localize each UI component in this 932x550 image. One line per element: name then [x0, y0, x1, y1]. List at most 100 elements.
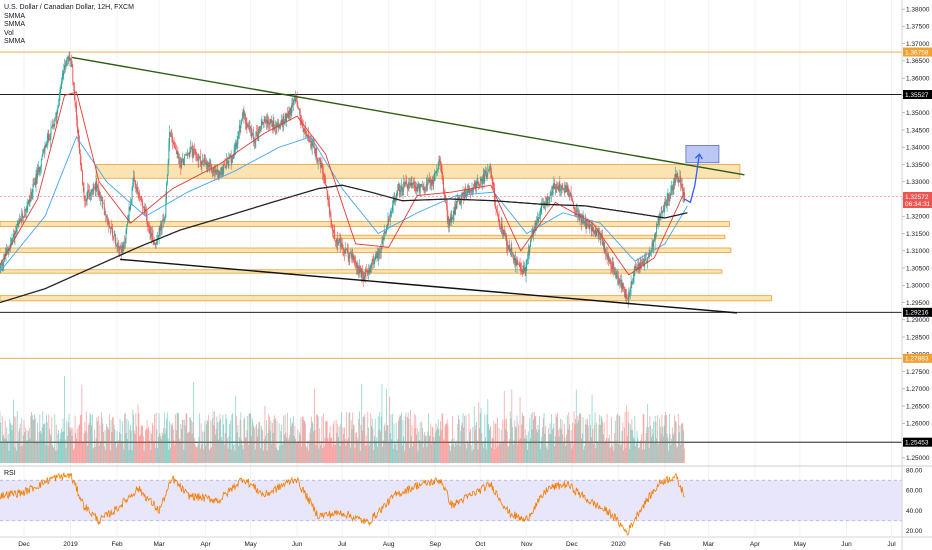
volume-bar [143, 450, 145, 463]
volume-bar [327, 438, 329, 463]
volume-bar [613, 450, 615, 463]
candle-body [313, 143, 315, 147]
candle-body [629, 287, 631, 293]
candle-body [426, 184, 428, 186]
volume-bar [29, 438, 31, 463]
price-tick-label: 1.25000 [906, 455, 930, 462]
volume-bar [310, 416, 312, 463]
volume-bar [63, 431, 65, 463]
candle-body [398, 184, 399, 191]
candle-body [481, 178, 483, 184]
volume-bar [408, 418, 410, 463]
volume-bar [259, 422, 261, 463]
volume-bar [508, 445, 510, 463]
candle-body [656, 224, 658, 225]
volume-bar [642, 414, 644, 463]
candle-body [399, 190, 401, 192]
candle-body [230, 155, 232, 163]
volume-bar [396, 450, 398, 463]
volume-bar [209, 448, 211, 463]
candle-body [271, 122, 273, 127]
candle-body [416, 187, 418, 191]
volume-bar [334, 444, 336, 463]
volume-bar [373, 449, 375, 463]
volume-bar [424, 431, 426, 463]
volume-bar [34, 418, 36, 463]
candle-body [349, 253, 351, 259]
volume-bar [66, 420, 68, 463]
candle-body [33, 184, 35, 185]
candle-body [531, 229, 533, 236]
candle-body [516, 261, 518, 266]
volume-bar [666, 433, 668, 463]
volume-bar [284, 414, 286, 463]
volume-bar [557, 430, 559, 463]
candle-body [440, 163, 442, 167]
volume-bar [368, 445, 370, 463]
volume-bar [2, 436, 4, 463]
candle-body [8, 249, 10, 251]
volume-bar [476, 421, 477, 463]
volume-bar [279, 446, 281, 463]
volume-bar [300, 417, 302, 463]
volume-bar [475, 424, 477, 463]
time-tick-label: Oct [475, 541, 485, 548]
volume-bar [651, 428, 653, 463]
volume-bar [593, 424, 595, 463]
volume-bar [398, 417, 400, 463]
candle-body [555, 186, 557, 188]
candle-body [348, 256, 350, 259]
volume-bar [607, 441, 609, 463]
volume-bar [28, 431, 29, 463]
candle-body [166, 183, 168, 199]
candle-body [186, 155, 188, 156]
volume-bar [483, 443, 485, 463]
candle-body [374, 258, 376, 260]
volume-bar [562, 434, 564, 463]
volume-bar [141, 425, 143, 463]
volume-bar [546, 443, 548, 463]
volume-bar [416, 427, 418, 463]
candle-body [109, 225, 111, 229]
volume-bar [573, 411, 575, 463]
volume-bar [103, 432, 105, 463]
candle-body [291, 103, 293, 113]
volume-bar [58, 441, 60, 463]
candle-body [595, 230, 597, 237]
candle-body [581, 216, 583, 224]
volume-bar [137, 404, 139, 463]
volume-bar [199, 448, 201, 463]
candle-body [205, 162, 207, 165]
candle-body [490, 166, 492, 172]
candle-body [677, 178, 679, 183]
candle-body [103, 202, 105, 204]
volume-bar [473, 406, 475, 463]
candle-body [623, 285, 625, 289]
volume-bar [497, 417, 498, 463]
candle-body [253, 133, 255, 143]
candle-body [114, 234, 116, 236]
candle-body [232, 155, 234, 160]
volume-bar [340, 423, 342, 463]
candle-body [455, 204, 456, 215]
volume-bar [85, 431, 86, 463]
volume-bar [147, 428, 149, 463]
volume-bar [274, 418, 276, 463]
volume-bar [93, 447, 95, 463]
volume-bar [265, 435, 267, 463]
volume-bar [639, 441, 641, 463]
candle-body [29, 199, 31, 203]
chart-legend: U.S. Dollar / Canadian Dollar, 12H, FXCM… [4, 4, 134, 47]
price-tick-label: 1.37000 [906, 41, 930, 48]
candle-body [419, 183, 420, 193]
volume-bar [67, 422, 69, 463]
volume-bar [672, 434, 674, 463]
candle-body [528, 250, 530, 253]
candle-body [422, 186, 423, 187]
volume-bar [430, 423, 432, 463]
candle-body [506, 245, 508, 249]
volume-bar [427, 431, 429, 463]
volume-bar [160, 436, 162, 463]
volume-bar [554, 446, 556, 463]
